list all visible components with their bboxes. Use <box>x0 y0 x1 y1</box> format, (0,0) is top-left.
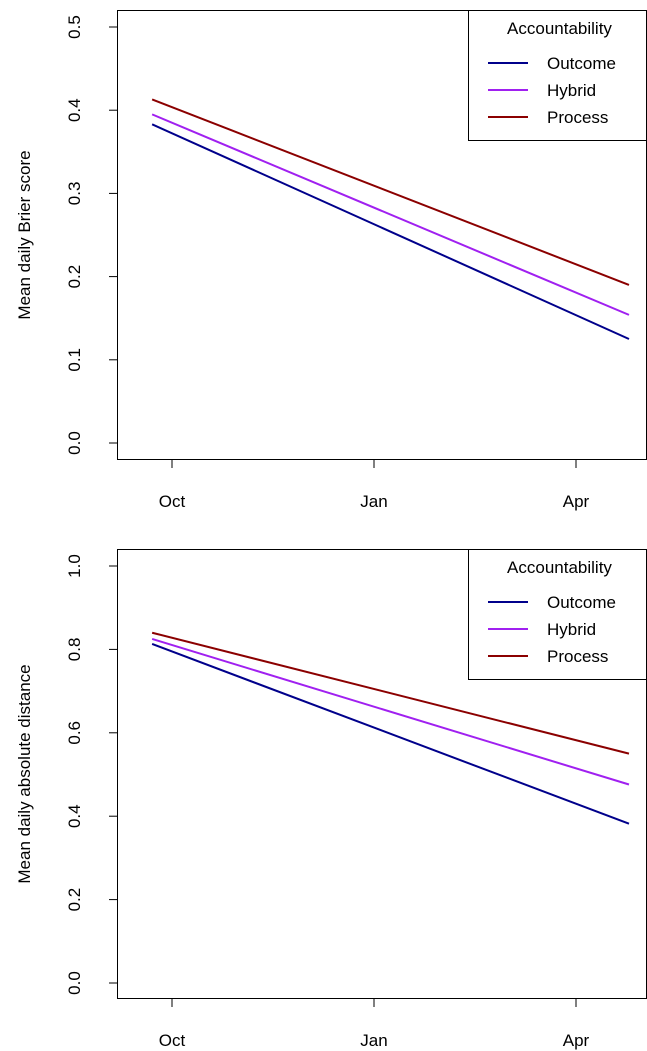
y-tick-label: 0.5 <box>65 15 84 39</box>
legend: Accountability Outcome Hybrid Process <box>468 10 647 141</box>
legend: Accountability Outcome Hybrid Process <box>468 549 647 680</box>
x-tick-label: Apr <box>563 492 590 511</box>
y-tick-label: 0.2 <box>65 888 84 912</box>
chart-panel-1: 0.0 0.1 0.2 0.3 0.4 0.5 Oct Jan Apr Mean daily Br… <box>15 10 647 511</box>
x-tick-label: Jan <box>360 1031 387 1050</box>
legend-box <box>468 549 647 680</box>
series-line-hybrid <box>151 638 630 786</box>
series-line-process <box>151 631 630 755</box>
x-tick-label: Apr <box>563 1031 590 1050</box>
legend-title: Accountability <box>507 558 612 577</box>
legend-label-process: Process <box>547 647 608 666</box>
x-tick-label: Oct <box>159 492 186 511</box>
y-axis-title: Mean daily Brier score <box>15 150 34 319</box>
legend-label-hybrid: Hybrid <box>547 620 596 639</box>
y-tick-label: 0.1 <box>65 348 84 372</box>
series-line-hybrid <box>151 113 630 316</box>
y-tick-label: 0.8 <box>65 638 84 662</box>
y-tick-label: 0.2 <box>65 265 84 289</box>
y-tick-label: 0.0 <box>65 431 84 455</box>
legend-label-hybrid: Hybrid <box>547 81 596 100</box>
series-line-process <box>151 98 630 286</box>
y-tick-label: 1.0 <box>65 554 84 578</box>
legend-title: Accountability <box>507 19 612 38</box>
legend-label-outcome: Outcome <box>547 54 616 73</box>
legend-label-process: Process <box>547 108 608 127</box>
y-axis-title: Mean daily absolute distance <box>15 664 34 883</box>
series-line-outcome <box>151 643 630 825</box>
y-tick-label: 0.6 <box>65 721 84 745</box>
x-tick-label: Jan <box>360 492 387 511</box>
x-tick-label: Oct <box>159 1031 186 1050</box>
legend-label-outcome: Outcome <box>547 593 616 612</box>
legend-box <box>468 10 647 141</box>
series-line-outcome <box>151 123 630 340</box>
y-tick-label: 0.4 <box>65 804 84 828</box>
y-tick-label: 0.4 <box>65 98 84 122</box>
chart-panel-2: 0.0 0.2 0.4 0.6 0.8 1.0 Oct Jan Apr Mean daily ab… <box>15 549 647 1050</box>
y-tick-label: 0.0 <box>65 971 84 995</box>
y-tick-label: 0.3 <box>65 182 84 206</box>
